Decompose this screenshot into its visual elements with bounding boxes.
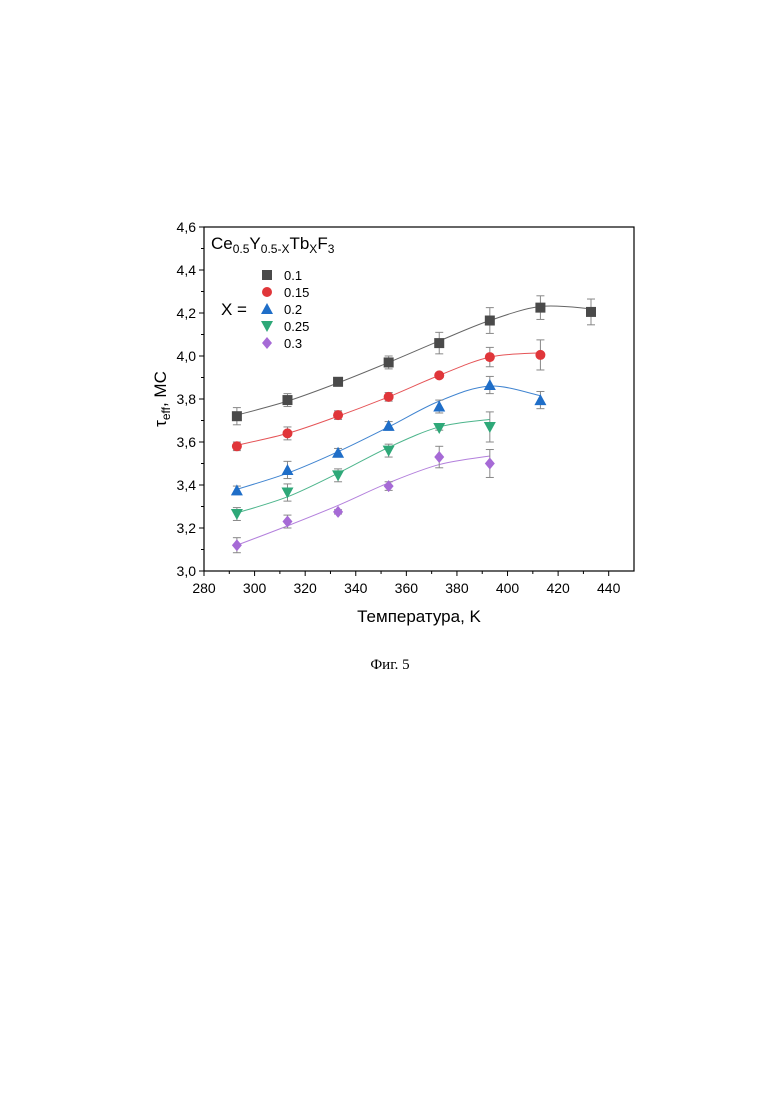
data-point-0.2 [484, 379, 496, 390]
data-point-0.1 [485, 316, 495, 326]
error-bars [233, 296, 595, 553]
data-point-0.3 [232, 539, 242, 551]
x-tick-label: 320 [293, 580, 317, 596]
legend-marker-0.1 [262, 270, 272, 280]
data-point-0.2 [534, 394, 546, 405]
data-point-0.1 [535, 303, 545, 313]
data-point-0.15 [434, 370, 444, 380]
x-tick-label: 340 [344, 580, 368, 596]
x-tick-label: 380 [445, 580, 469, 596]
data-point-0.15 [535, 350, 545, 360]
data-point-0.1 [384, 357, 394, 367]
data-point-0.1 [232, 411, 242, 421]
x-tick-label: 280 [192, 580, 216, 596]
y-tick-label: 3,8 [177, 391, 197, 407]
x-axis-title: Температура, K [357, 607, 481, 626]
data-point-0.15 [282, 428, 292, 438]
y-tick-label: 4,6 [177, 219, 197, 235]
data-point-0.25 [231, 509, 243, 520]
data-point-0.25 [383, 446, 395, 457]
legend-marker-0.25 [261, 321, 273, 332]
data-point-0.3 [434, 451, 444, 463]
data-point-0.2 [231, 484, 243, 495]
x-tick-label: 420 [546, 580, 570, 596]
y-tick-label: 3,0 [177, 563, 197, 579]
data-point-0.15 [333, 410, 343, 420]
y-tick-label: 4,0 [177, 348, 197, 364]
fit-curve-0.25 [237, 419, 490, 513]
y-tick-label: 3,6 [177, 434, 197, 450]
data-point-0.1 [434, 338, 444, 348]
data-point-0.3 [282, 516, 292, 528]
legend-marker-0.15 [262, 287, 272, 297]
y-tick-label: 4,4 [177, 262, 197, 278]
data-point-0.3 [333, 506, 343, 518]
data-point-0.25 [484, 422, 496, 433]
data-point-0.15 [384, 392, 394, 402]
data-point-0.2 [332, 447, 344, 458]
legend-label-0.2: 0.2 [284, 302, 302, 317]
data-point-0.2 [433, 401, 445, 412]
legend-label-0.15: 0.15 [284, 285, 309, 300]
x-tick-label: 300 [243, 580, 267, 596]
data-point-0.2 [383, 420, 395, 431]
legend: 0.1 0.15 0.2 0.25 0.3 [261, 268, 309, 351]
x-axis-ticks: 280 300 320 340 360 380 400 420 440 [192, 571, 620, 596]
data-point-0.1 [586, 307, 596, 317]
data-point-0.1 [333, 377, 343, 387]
x-tick-label: 360 [395, 580, 419, 596]
data-point-0.25 [332, 470, 344, 481]
legend-label-0.25: 0.25 [284, 319, 309, 334]
data-point-0.1 [282, 395, 292, 405]
legend-marker-0.3 [262, 337, 272, 349]
data-point-0.15 [485, 352, 495, 362]
y-tick-label: 3,4 [177, 477, 197, 493]
data-point-0.15 [232, 441, 242, 451]
data-point-0.25 [281, 488, 293, 499]
figure-caption: Фиг. 5 [0, 657, 780, 674]
y-tick-label: 3,2 [177, 520, 197, 536]
x-tick-label: 440 [597, 580, 621, 596]
y-tick-label: 4,2 [177, 305, 197, 321]
legend-label-0.1: 0.1 [284, 268, 302, 283]
y-axis-title: τeff, МС [151, 371, 173, 427]
data-point-0.3 [485, 458, 495, 470]
fit-curve-0.3 [237, 456, 490, 545]
legend-label-0.3: 0.3 [284, 336, 302, 351]
legend-marker-0.2 [261, 303, 273, 314]
x-equals-label: X = [221, 300, 247, 319]
x-tick-label: 400 [496, 580, 520, 596]
y-axis-ticks: 3,0 3,2 3,4 3,6 3,8 4,0 4,2 4,4 4,6 [177, 219, 204, 579]
formula-label: Ce0.5Y0.5-XTbXF3 [211, 234, 335, 256]
data-point-0.2 [281, 464, 293, 475]
